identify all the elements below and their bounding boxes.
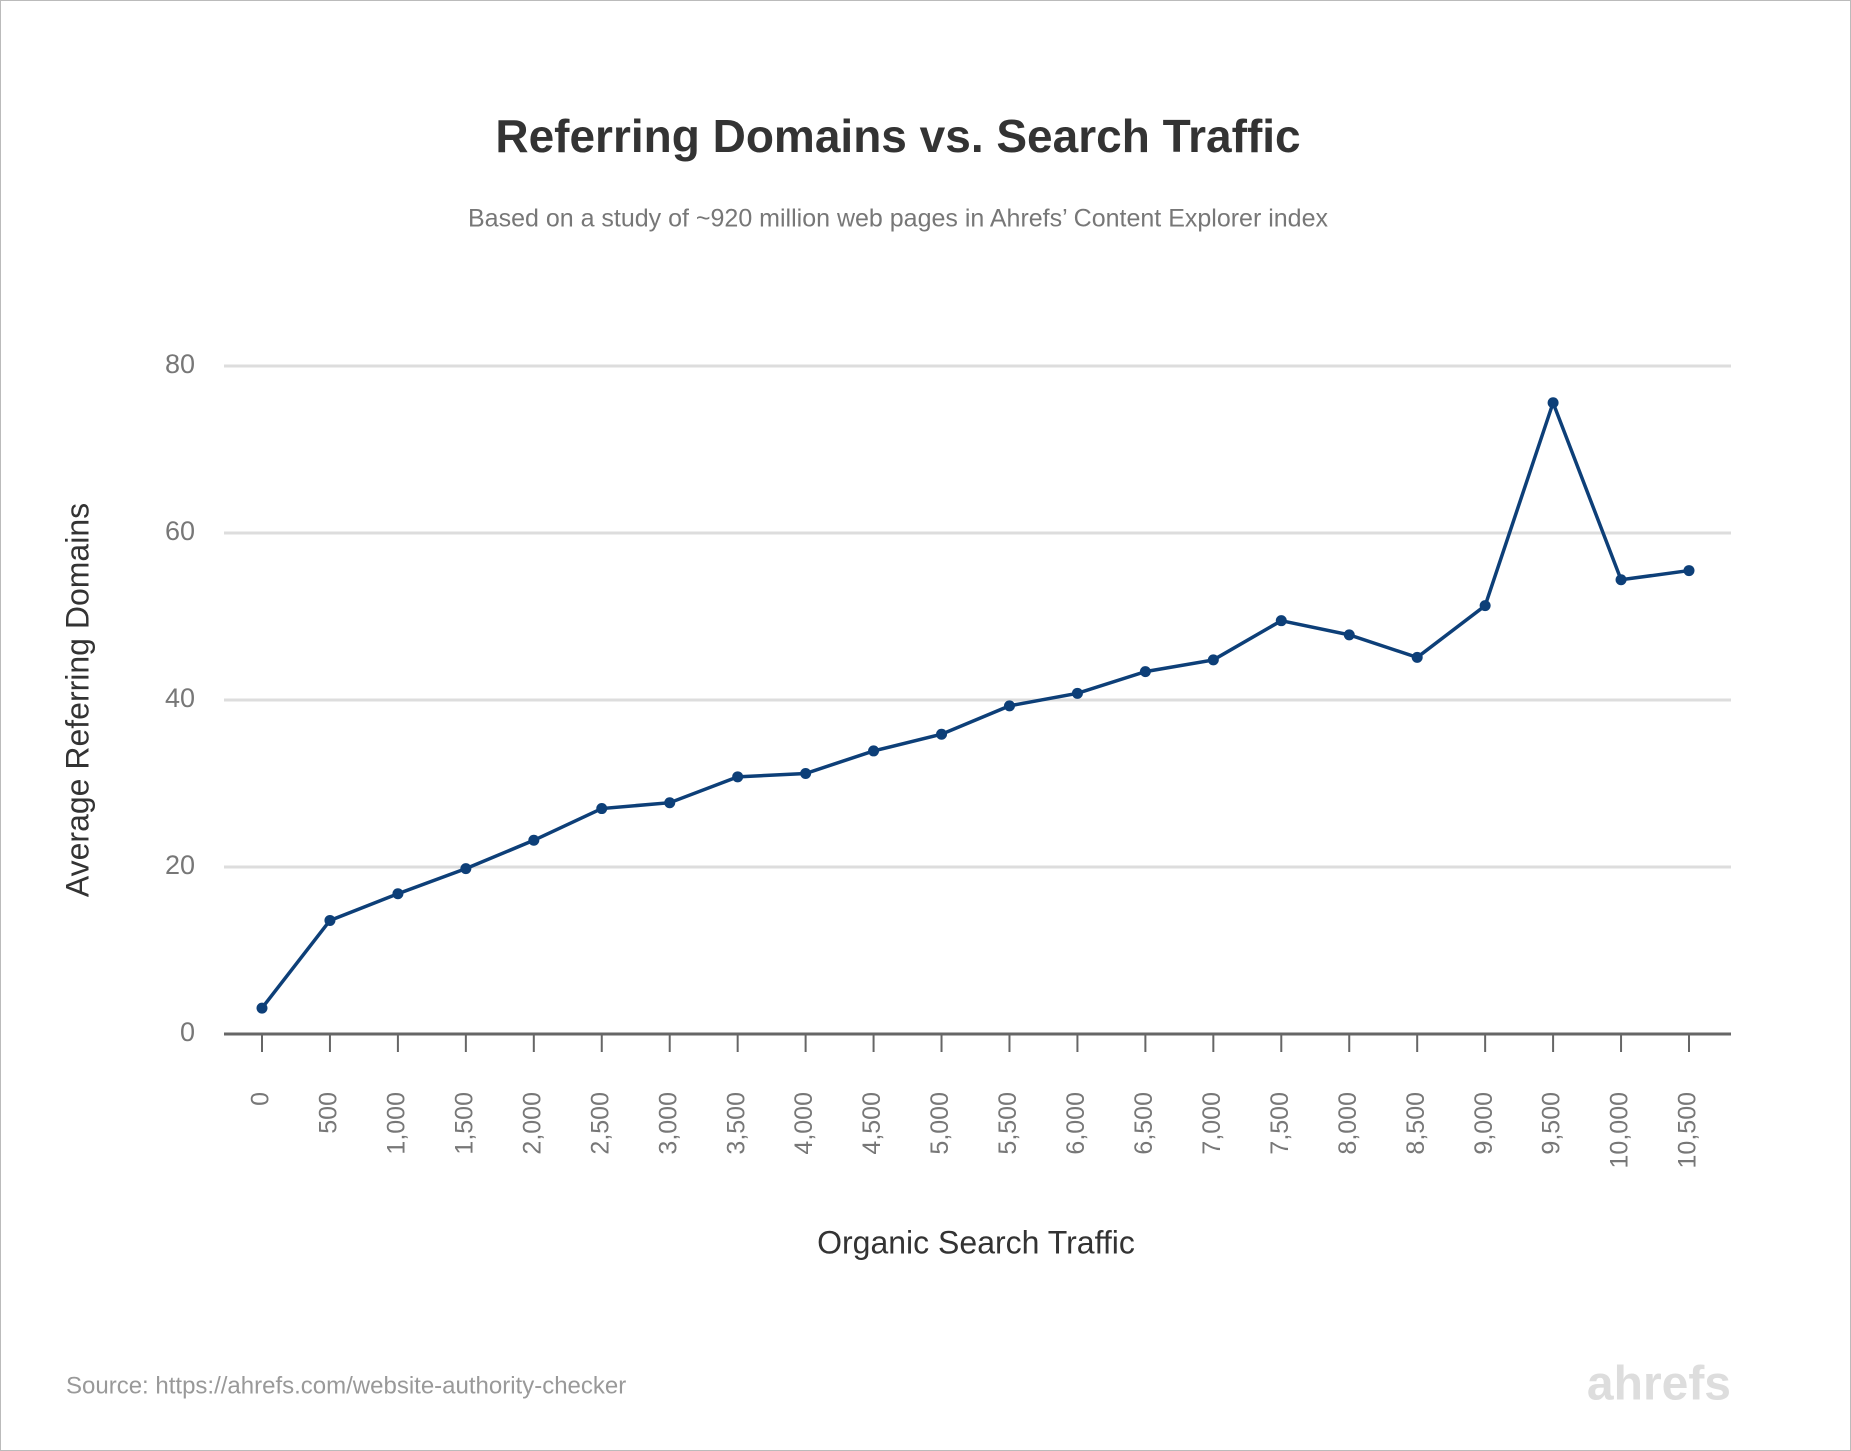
data-point (1683, 565, 1695, 577)
y-tick-label: 80 (165, 349, 195, 379)
x-tick-label: 2,500 (586, 1092, 614, 1155)
data-point (256, 1002, 268, 1014)
x-tick-label: 500 (315, 1092, 343, 1134)
y-tick-label: 40 (165, 683, 195, 713)
x-tick-label: 4,500 (858, 1092, 886, 1155)
x-tick-label: 9,000 (1470, 1092, 1498, 1155)
x-tick-label: 10,500 (1674, 1092, 1702, 1168)
source-note: Source: https://ahrefs.com/website-autho… (66, 1372, 626, 1399)
x-tick-label: 1,500 (450, 1092, 478, 1155)
data-point (392, 888, 404, 900)
x-tick-label: 2,000 (518, 1092, 546, 1155)
x-tick-label: 3,000 (654, 1092, 682, 1155)
y-tick-label: 20 (165, 850, 195, 880)
x-tick-label: 8,500 (1402, 1092, 1430, 1155)
data-point (460, 863, 472, 875)
x-tick-label: 5,000 (926, 1092, 954, 1155)
x-tick-label: 8,000 (1334, 1092, 1362, 1155)
logo: ahrefs (1587, 1358, 1731, 1411)
data-point (1207, 654, 1219, 666)
data-point (596, 803, 608, 815)
data-point (1139, 666, 1151, 678)
y-tick-label: 60 (165, 516, 195, 546)
data-point (800, 767, 812, 779)
x-axis-title: Organic Search Traffic (817, 1224, 1135, 1260)
data-point (1071, 687, 1083, 699)
data-point (664, 797, 676, 809)
x-tick-label: 3,500 (722, 1092, 750, 1155)
data-point (1275, 615, 1287, 627)
y-axis-title: Average Referring Domains (59, 503, 95, 897)
x-tick-label: 7,000 (1198, 1092, 1226, 1155)
data-point (1479, 600, 1491, 612)
x-tick-label: 6,000 (1062, 1092, 1090, 1155)
data-point (936, 728, 948, 740)
x-tick-label: 1,000 (383, 1092, 411, 1155)
data-point (528, 834, 540, 846)
x-tick-label: 4,000 (790, 1092, 818, 1155)
x-tick-label: 5,500 (994, 1092, 1022, 1155)
x-tick-label: 6,500 (1130, 1092, 1158, 1155)
data-point (324, 914, 336, 926)
chart-title: Referring Domains vs. Search Traffic (495, 110, 1300, 162)
x-tick-label: 10,000 (1606, 1092, 1634, 1168)
x-tick-label: 0 (247, 1092, 275, 1106)
data-point (732, 771, 744, 783)
x-tick-label: 9,500 (1538, 1092, 1566, 1155)
x-tick-label: 7,500 (1266, 1092, 1294, 1155)
data-point (1547, 397, 1559, 409)
chart-subtitle: Based on a study of ~920 million web pag… (468, 205, 1329, 233)
data-point (868, 745, 880, 757)
data-point (1615, 574, 1627, 586)
data-point (1411, 651, 1423, 663)
data-point (1003, 700, 1015, 712)
data-point (1343, 629, 1355, 641)
y-tick-label: 0 (180, 1017, 195, 1047)
data-line (260, 397, 1690, 1010)
